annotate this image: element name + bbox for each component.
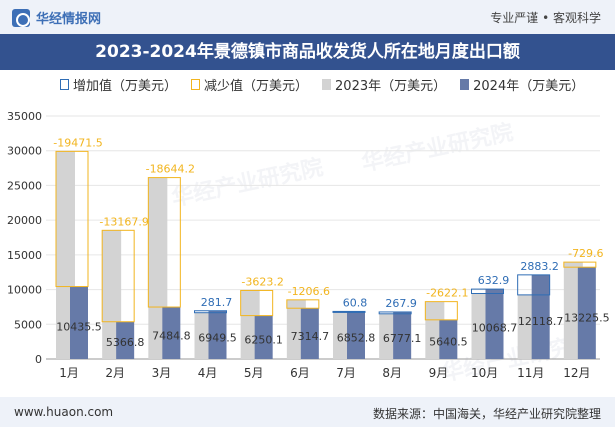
x-tick-label: 7月 [336, 366, 356, 380]
change-label: -1206.6 [288, 285, 330, 298]
change-label: -19471.5 [53, 136, 102, 149]
decrease-box [424, 301, 458, 321]
decrease-box [240, 289, 274, 317]
increase-box [471, 288, 504, 294]
bar-value-label: 10068.7 [472, 322, 518, 335]
bar-2024 [300, 308, 319, 359]
bar-value-label: 6777.1 [383, 332, 422, 345]
bar-value-label: 5640.5 [429, 335, 468, 348]
legend: 增加值（万美元） 减少值（万美元） 2023年（万美元） 2024年（万美元） [60, 75, 598, 94]
footer: www.huaon.com 数据来源：中国海关，华经产业研究院整理 [0, 397, 615, 427]
x-tick-label: 1月 [59, 366, 79, 380]
change-label: 267.9 [385, 297, 417, 310]
tagline: 专业严谨 • 客观科学 [490, 11, 601, 25]
change-label: -2622.1 [426, 287, 468, 300]
bar-2024 [116, 321, 135, 359]
increase-box [332, 310, 366, 313]
change-label: 2883.2 [520, 260, 559, 273]
legend-label-decrease: 减少值（万美元） [204, 79, 309, 94]
change-label: -729.6 [568, 247, 603, 260]
x-tick-label: 11月 [517, 366, 544, 380]
bar-2024 [485, 289, 504, 359]
bar-value-label: 13225.5 [564, 312, 610, 325]
y-tick-label: 30000 [7, 145, 42, 158]
bar-2024 [70, 286, 88, 359]
x-tick-label: 4月 [198, 366, 218, 380]
decrease-box [563, 261, 597, 268]
footer-source: 数据来源：中国海关，华经产业研究院整理 [372, 407, 601, 421]
increase-box [517, 274, 551, 296]
legend-label-increase: 增加值（万美元） [73, 79, 178, 94]
bar-2024 [439, 319, 458, 359]
legend-swatch-2024 [460, 79, 470, 90]
x-tick-label: 2月 [105, 366, 125, 380]
legend-item-increase: 增加值（万美元） [60, 75, 177, 94]
x-tick-label: 10月 [471, 366, 498, 380]
increase-box [194, 310, 227, 314]
y-tick-label: 25000 [7, 179, 42, 192]
increase-box [378, 311, 412, 315]
legend-swatch-increase [60, 79, 69, 90]
x-tick-label: 8月 [382, 366, 402, 380]
change-label: 632.9 [478, 274, 510, 287]
bar-2024 [531, 274, 550, 359]
bar-value-label: 12118.7 [518, 315, 564, 328]
brand-logo-icon [12, 8, 30, 27]
y-tick-label: 0 [35, 353, 42, 366]
legend-label-2023: 2023年（万美元） [335, 79, 447, 94]
bar-2024 [347, 311, 365, 359]
change-label: 281.7 [201, 296, 233, 309]
legend-label-2024: 2024年（万美元） [473, 79, 585, 94]
x-tick-label: 6月 [290, 366, 310, 380]
bar-value-label: 10435.5 [56, 320, 102, 333]
y-tick-label: 20000 [7, 214, 42, 227]
y-tick-label: 35000 [7, 110, 42, 123]
x-tick-label: 5月 [244, 366, 264, 380]
legend-item-decrease: 减少值（万美元） [191, 75, 308, 94]
bar-value-label: 5366.8 [106, 336, 145, 349]
x-tick-label: 3月 [152, 366, 172, 380]
brand-name: 华经情报网 [36, 12, 102, 27]
decrease-box [286, 299, 320, 309]
bar-2024 [162, 307, 181, 359]
bar-2024 [254, 315, 273, 359]
decrease-box [101, 229, 135, 323]
legend-swatch-2023 [322, 79, 332, 90]
bar-2024 [393, 311, 412, 359]
decrease-box [147, 177, 181, 308]
legend-item-2024: 2024年（万美元） [460, 75, 584, 94]
change-label: -13167.9 [99, 215, 148, 228]
y-tick-label: 15000 [7, 249, 42, 262]
bar-value-label: 6949.5 [198, 331, 237, 344]
decrease-box [55, 150, 89, 288]
bar-value-label: 7314.7 [291, 330, 330, 343]
x-tick-label: 12月 [563, 366, 590, 380]
bar-value-label: 6250.1 [244, 333, 283, 346]
bar-2024 [577, 267, 596, 359]
bar-value-label: 6852.8 [337, 332, 376, 345]
x-tick-label: 9月 [429, 366, 449, 380]
legend-item-2023: 2023年（万美元） [322, 75, 446, 94]
y-tick-label: 10000 [7, 284, 42, 297]
top-bar: 华经情报网 专业严谨 • 客观科学 [0, 0, 615, 34]
change-label: -18644.2 [146, 163, 195, 176]
footer-url[interactable]: www.huaon.com [14, 405, 114, 419]
y-tick-label: 5000 [14, 318, 42, 331]
bar-value-label: 7484.8 [152, 330, 191, 343]
bar-2024 [208, 310, 227, 359]
brand[interactable]: 华经情报网 [12, 8, 101, 27]
change-label: 60.8 [343, 296, 368, 309]
chart-area: 0 5000 10000 15000 20000 25000 30000 35000 -1947… [7, 110, 610, 380]
legend-swatch-decrease [191, 79, 201, 90]
chart-title: 2023-2024年景德镇市商品收发货人所在地月度出口额 [0, 34, 615, 70]
change-label: -3623.2 [241, 275, 283, 288]
